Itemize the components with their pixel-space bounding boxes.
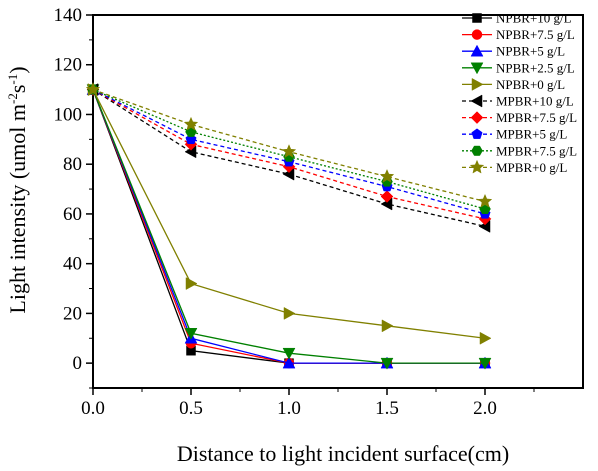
x-axis-title: Distance to light incident surface(cm)	[177, 441, 509, 466]
legend-item: MPBR+0 g/L	[462, 159, 567, 175]
legend-item: MPBR+7.5 g/L	[462, 143, 577, 158]
legend-label: NPBR+7.5 g/L	[496, 27, 575, 42]
data-point	[282, 356, 296, 369]
series-line	[92, 89, 485, 364]
y-tick-label: 20	[63, 303, 82, 324]
y-tick-label: 0	[73, 353, 83, 374]
legend-item: NPBR+2.5 g/L	[462, 60, 575, 75]
legend-item: MPBR+7.5 g/L	[462, 110, 577, 125]
legend-item: NPBR+5 g/L	[462, 44, 565, 59]
data-point	[282, 347, 296, 360]
x-axis: 0.0 0.5 1.0 1.5 2.0	[81, 388, 535, 419]
legend-item: MPBR+5 g/L	[462, 127, 567, 142]
y-axis-title-main: Light intensity (umol m	[5, 104, 30, 314]
series-line	[92, 89, 485, 364]
data-point	[184, 328, 198, 340]
legend-item: NPBR+10 g/L	[462, 11, 572, 26]
legend-marker	[471, 145, 483, 156]
legend-marker	[471, 77, 484, 91]
legend-label: MPBR+7.5 g/L	[496, 143, 577, 158]
legend-marker	[469, 159, 485, 174]
legend-label: NPBR+0 g/L	[496, 77, 565, 92]
legend-marker	[470, 94, 483, 108]
series-10	[85, 81, 493, 208]
y-axis: 0 20 40 60 80 100 120 140	[54, 5, 93, 389]
y-axis-title: Light intensity (umol m-2s-1)	[5, 66, 30, 313]
data-point	[185, 277, 198, 290]
y-tick-label: 140	[54, 5, 83, 26]
series-line	[92, 89, 486, 339]
data-point	[477, 193, 493, 208]
legend-item: NPBR+0 g/L	[462, 77, 565, 92]
data-point	[379, 168, 395, 183]
y-axis-title-sup2: -1	[5, 74, 20, 85]
legend-label: NPBR+2.5 g/L	[496, 60, 575, 75]
x-tick-label: 1.0	[277, 398, 301, 419]
y-tick-label: 40	[63, 254, 82, 275]
data-point	[478, 357, 492, 370]
data-point	[380, 190, 394, 203]
legend-label: MPBR+7.5 g/L	[496, 110, 577, 125]
data-point	[183, 116, 199, 131]
legend-label: NPBR+5 g/L	[496, 44, 565, 59]
data-point	[281, 144, 297, 158]
y-tick-label: 60	[63, 204, 82, 225]
data-point	[85, 81, 101, 96]
y-axis-title-mid: s	[5, 85, 30, 94]
legend-marker	[472, 13, 482, 23]
y-tick-label: 80	[63, 154, 82, 175]
legend-label: MPBR+10 g/L	[496, 94, 574, 109]
legend-marker	[470, 111, 484, 124]
y-tick-label: 100	[54, 104, 83, 125]
data-point	[479, 331, 492, 345]
series-4	[86, 84, 492, 370]
legend-label: MPBR+0 g/L	[496, 160, 567, 175]
legend-marker	[471, 29, 483, 40]
y-axis-title-sup1: -2	[5, 93, 20, 104]
series-line	[92, 89, 485, 364]
data-point	[380, 357, 394, 370]
legend-marker	[471, 128, 483, 139]
series-group	[85, 81, 493, 370]
x-tick-label: 0.0	[81, 398, 105, 419]
legend-marker	[470, 44, 484, 57]
x-tick-label: 2.0	[473, 398, 497, 419]
y-tick-label: 120	[54, 55, 83, 76]
series-line	[92, 89, 486, 228]
series-5	[87, 83, 492, 345]
legend-item: MPBR+10 g/L	[462, 94, 574, 109]
legend-label: MPBR+5 g/L	[496, 127, 567, 142]
legend-marker	[470, 62, 484, 75]
series-line	[92, 89, 485, 364]
data-point	[381, 319, 394, 333]
legend-item: NPBR+7.5 g/L	[462, 27, 575, 42]
data-point	[283, 306, 296, 320]
y-axis-title-end: )	[5, 66, 30, 73]
x-tick-label: 0.5	[179, 398, 203, 419]
legend-label: NPBR+10 g/L	[496, 11, 572, 26]
x-tick-label: 1.5	[375, 398, 399, 419]
